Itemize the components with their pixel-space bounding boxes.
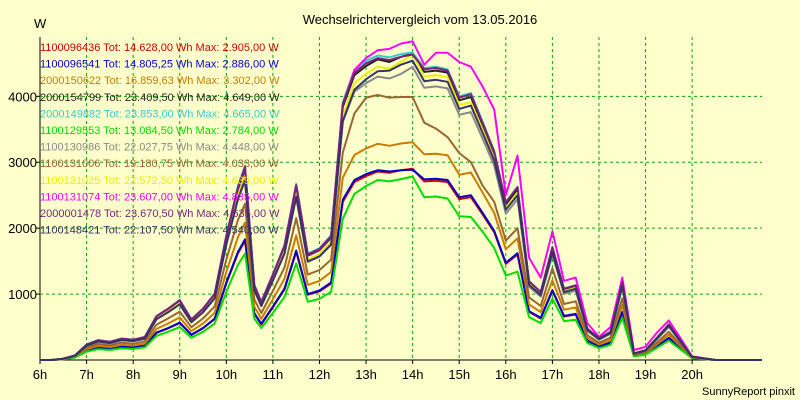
x-tick-label-13: 19h bbox=[635, 367, 657, 382]
x-tick-label-11: 17h bbox=[542, 367, 564, 382]
footer-credit: SunnyReport pinxit bbox=[702, 386, 795, 398]
series-lines bbox=[40, 40, 762, 361]
y-tick-label-1: 2000 bbox=[8, 221, 37, 236]
legend: 1100096436 Tot: 14.628,00 Wh Max: 2.905,… bbox=[40, 42, 280, 237]
legend-entry-6: 1100130986 Tot: 22.027,75 Wh Max: 4.448,… bbox=[40, 142, 279, 154]
legend-entry-10: 2000001478 Tot: 23.670,50 Wh Max: 4.635,… bbox=[40, 208, 280, 220]
legend-entry-3: 2000154799 Tot: 23.409,50 Wh Max: 4.649,… bbox=[40, 92, 280, 104]
y-tick-label-2: 3000 bbox=[8, 155, 37, 170]
y-tick-label-0: 1000 bbox=[8, 287, 37, 302]
legend-entry-7: 1100131006 Tot: 19.180,75 Wh Max: 4.033,… bbox=[40, 158, 279, 170]
y-axis-unit-label: W bbox=[34, 16, 47, 31]
legend-entry-8: 1100131025 Tot: 22.572,50 Wh Max: 4.639,… bbox=[40, 175, 279, 187]
series-line-2 bbox=[40, 141, 762, 361]
legend-entry-9: 1100131074 Tot: 23.607,00 Wh Max: 4.835,… bbox=[40, 191, 279, 203]
x-tick-label-2: 8h bbox=[126, 367, 140, 382]
x-tick-label-6: 12h bbox=[309, 367, 331, 382]
x-tick-label-0: 6h bbox=[33, 367, 47, 382]
y-axis-ticks: 1000 2000 3000 4000 bbox=[8, 89, 40, 302]
x-axis-ticks: 6h 7h 8h 9h 10h 11h 12h 13h 14h 15h 16h 17h 18h 19h 20… bbox=[33, 360, 703, 382]
x-tick-label-1: 7h bbox=[79, 367, 93, 382]
legend-entry-4: 2000149882 Tot: 23.853,00 Wh Max: 4.665,… bbox=[40, 108, 280, 120]
x-tick-label-10: 16h bbox=[495, 367, 517, 382]
series-line-5 bbox=[40, 175, 762, 361]
series-line-11 bbox=[40, 59, 762, 361]
x-tick-label-5: 11h bbox=[263, 367, 284, 382]
legend-entry-1: 1100096541 Tot: 14.805,25 Wh Max: 2.886,… bbox=[40, 59, 279, 71]
x-tick-label-9: 15h bbox=[448, 367, 470, 382]
series-line-7 bbox=[40, 94, 762, 361]
chart-title: Wechselrichtervergleich vom 13.05.2016 bbox=[303, 12, 538, 27]
x-tick-label-12: 18h bbox=[588, 367, 610, 382]
plot-area bbox=[39, 37, 762, 361]
legend-entry-11: 1100148421 Tot: 22.107,50 Wh Max: 4.540,… bbox=[40, 225, 279, 237]
x-tick-label-7: 13h bbox=[355, 367, 377, 382]
x-tick-label-3: 9h bbox=[173, 367, 187, 382]
x-tick-label-8: 14h bbox=[402, 367, 424, 382]
y-tick-label-3: 4000 bbox=[8, 89, 37, 104]
legend-entry-0: 1100096436 Tot: 14.628,00 Wh Max: 2.905,… bbox=[40, 42, 279, 54]
legend-entry-5: 1100129553 Tot: 13.084,50 Wh Max: 2.784,… bbox=[40, 125, 279, 137]
legend-entry-2: 2000150622 Tot: 16.859,63 Wh Max: 3.302,… bbox=[40, 75, 280, 87]
x-tick-label-14: 20h bbox=[681, 367, 703, 382]
x-tick-label-4: 10h bbox=[215, 367, 237, 382]
